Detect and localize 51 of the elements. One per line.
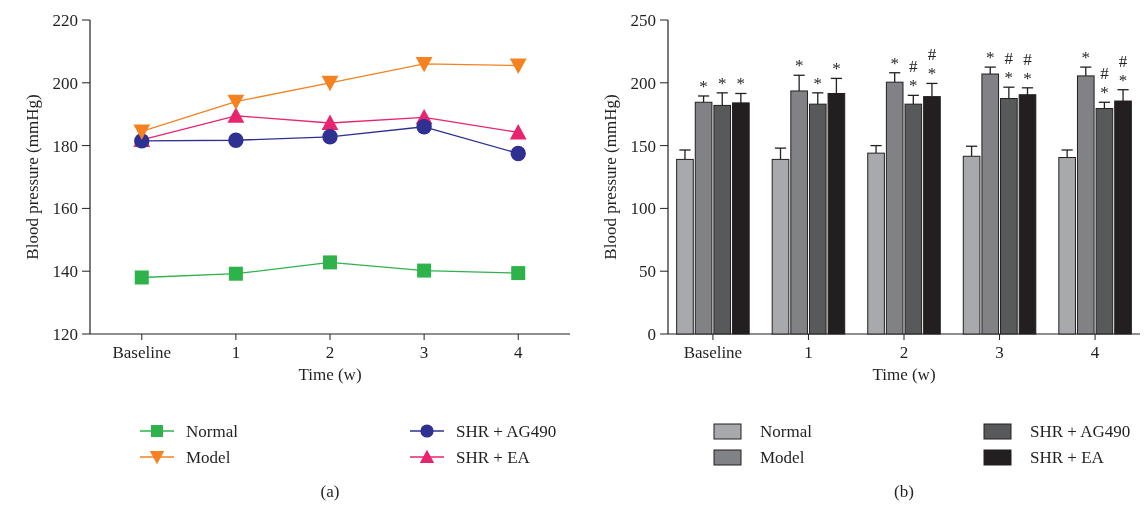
y-tick-label: 220 bbox=[52, 10, 78, 30]
y-tick-label: 0 bbox=[647, 324, 656, 344]
x-tick-label: 3 bbox=[419, 343, 429, 362]
annotation: # * bbox=[909, 57, 919, 96]
legend-label: Model bbox=[760, 447, 805, 467]
legend-label: SHR + EA bbox=[456, 447, 531, 467]
annotation: # * bbox=[1023, 49, 1033, 88]
x-tick-label: Baseline bbox=[683, 343, 743, 362]
annotation: * bbox=[736, 74, 746, 94]
annotation: * bbox=[890, 53, 899, 73]
legend-label: Normal bbox=[760, 421, 813, 441]
annotation: * bbox=[699, 76, 708, 96]
annotation: * bbox=[813, 73, 823, 93]
text: (b) bbox=[894, 482, 914, 501]
x-axis-title: Time (w) bbox=[872, 365, 936, 384]
y-tick-label: 50 bbox=[639, 262, 656, 282]
x-tick-label: 4 bbox=[1090, 343, 1100, 362]
legend-label: SHR + AG490 bbox=[456, 421, 557, 441]
x-tick-label: 1 bbox=[804, 343, 813, 362]
annotation: * bbox=[985, 48, 995, 68]
annotation: * bbox=[832, 59, 841, 79]
x-tick-label: 4 bbox=[513, 343, 523, 362]
y-tick-label: 180 bbox=[52, 136, 78, 156]
y-tick-label: 140 bbox=[52, 262, 78, 282]
y-tick-label: 150 bbox=[630, 136, 656, 156]
legend-label: Normal bbox=[186, 421, 239, 441]
x-tick-label: Baseline bbox=[112, 343, 172, 362]
y-tick-label: 250 bbox=[630, 10, 656, 30]
x-tick-label: 2 bbox=[899, 343, 909, 362]
annotation: # * bbox=[1100, 64, 1110, 103]
annotation: # * bbox=[1118, 51, 1128, 90]
annotation: # * bbox=[927, 45, 937, 84]
y-tick-label: 200 bbox=[52, 73, 78, 93]
y-tick-label: 100 bbox=[630, 199, 656, 219]
y-axis-title: Blood pressure (mmHg) bbox=[23, 94, 42, 260]
x-tick-label: 3 bbox=[995, 343, 1004, 362]
annotation: # * bbox=[1004, 49, 1014, 88]
annotation: * bbox=[794, 56, 804, 76]
legend-label: SHR + AG490 bbox=[1030, 421, 1131, 441]
annotation: * bbox=[1081, 48, 1091, 68]
x-axis-title: Time (w) bbox=[298, 365, 362, 384]
y-axis-title: Blood pressure (mmHg) bbox=[601, 94, 620, 260]
annotation: * bbox=[717, 73, 727, 93]
x-tick-label: 2 bbox=[325, 343, 335, 362]
x-tick-label: 1 bbox=[231, 343, 241, 362]
y-tick-label: 120 bbox=[52, 324, 78, 344]
legend-label: Model bbox=[186, 447, 231, 467]
text: (a) bbox=[320, 482, 340, 501]
y-tick-label: 200 bbox=[630, 73, 656, 93]
y-tick-label: 160 bbox=[52, 199, 78, 219]
legend-label: SHR + EA bbox=[1030, 447, 1105, 467]
